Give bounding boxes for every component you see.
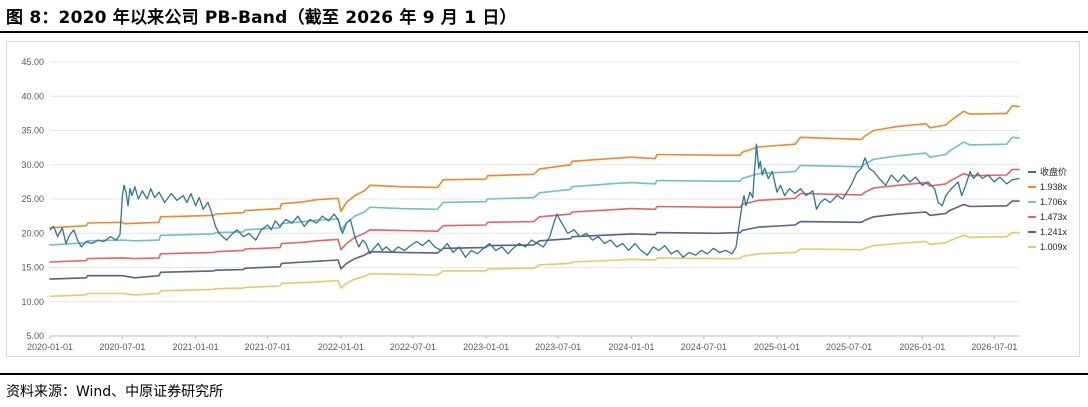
legend-label: 1.241x — [1040, 227, 1068, 237]
legend: 收盘价 1.938x 1.706x 1.473x 1.241x 1.009x — [1028, 166, 1068, 252]
x-tick-label: 2022-07-01 — [390, 342, 436, 352]
y-tick-label: 5.00 — [26, 331, 44, 341]
series-line-0 — [49, 143, 1020, 258]
x-tick-label: 2022-01-01 — [318, 342, 364, 352]
y-tick-label: 45.00 — [21, 57, 44, 67]
source-note: 资料来源：Wind、中原证券研究所 — [6, 384, 224, 400]
gridlines — [50, 61, 1019, 337]
y-axis: 5.00 10.00 15.00 20.00 25.00 30.00 35.00 40.00 4… — [21, 57, 44, 341]
x-tick-label: 2023-01-01 — [463, 342, 509, 352]
x-tick-label: 2026-01-01 — [899, 342, 945, 352]
x-tick-label: 2025-01-01 — [754, 342, 800, 352]
x-tick-label: 2020-01-01 — [27, 342, 73, 352]
legend-item-5: 1.009x — [1028, 242, 1068, 252]
title-rule — [0, 31, 1088, 33]
x-tick-label: 2024-07-01 — [681, 342, 727, 352]
x-axis: 2020-01-01 2020-07-01 2021-01-01 2021-07-01… — [27, 336, 1017, 352]
x-tick-label: 2026-07-01 — [971, 342, 1017, 352]
y-tick-label: 35.00 — [21, 126, 44, 136]
series-line-3 — [49, 168, 1020, 263]
y-tick-label: 15.00 — [21, 263, 44, 273]
figure-title: 图 8：2020 年以来公司 PB-Band（截至 2026 年 9 月 1 日… — [6, 8, 517, 28]
legend-item-1: 1.938x — [1028, 182, 1068, 192]
series-line-2 — [49, 136, 1020, 246]
legend-label: 收盘价 — [1040, 166, 1067, 177]
x-tick-label: 2021-07-01 — [245, 342, 291, 352]
y-tick-label: 20.00 — [21, 228, 44, 238]
legend-label: 1.938x — [1040, 182, 1068, 192]
x-tick-label: 2024-01-01 — [608, 342, 654, 352]
series-line-4 — [49, 200, 1020, 280]
x-tick-label: 2020-07-01 — [99, 342, 145, 352]
legend-item-0: 收盘价 — [1028, 166, 1067, 177]
y-tick-label: 25.00 — [21, 194, 44, 204]
series-line-1 — [49, 105, 1020, 229]
legend-label: 1.473x — [1040, 212, 1068, 222]
x-tick-label: 2021-01-01 — [173, 342, 219, 352]
source-rule — [0, 373, 1088, 375]
y-tick-label: 10.00 — [21, 297, 44, 307]
pb-band-chart: 5.00 10.00 15.00 20.00 25.00 30.00 35.00 40.00 4… — [21, 57, 1068, 352]
chart-frame: 5.00 10.00 15.00 20.00 25.00 30.00 35.00 40.00 4… — [6, 41, 1080, 357]
y-tick-label: 30.00 — [21, 160, 44, 170]
legend-label: 1.009x — [1040, 242, 1068, 252]
legend-item-4: 1.241x — [1028, 227, 1068, 237]
series-line-5 — [49, 231, 1020, 298]
x-tick-label: 2025-07-01 — [826, 342, 872, 352]
legend-item-3: 1.473x — [1028, 212, 1068, 222]
legend-item-2: 1.706x — [1028, 197, 1068, 207]
legend-label: 1.706x — [1040, 197, 1068, 207]
series-lines — [49, 105, 1020, 298]
y-tick-label: 40.00 — [21, 91, 44, 101]
x-tick-label: 2023-07-01 — [535, 342, 581, 352]
